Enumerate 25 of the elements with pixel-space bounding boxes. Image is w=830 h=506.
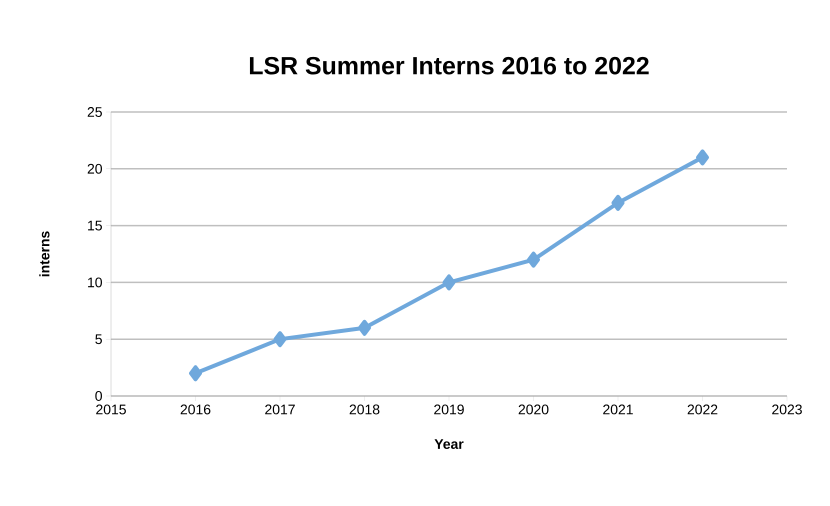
point (358, 320, 371, 336)
point (189, 365, 202, 382)
y-tick-label: 20 (88, 164, 102, 174)
y-tick-label: 10 (88, 277, 102, 288)
x-axis-title: Year (434, 439, 464, 449)
x-tick-label: 2015 (96, 404, 126, 414)
y-tick-label: 5 (95, 334, 102, 344)
y-tick-label: 25 (88, 107, 102, 117)
x-tick-label: 2021 (603, 404, 633, 414)
point (612, 194, 624, 211)
x-tick-label: 2022 (688, 404, 718, 414)
y-tick-label: 0 (95, 391, 102, 401)
point (274, 331, 286, 348)
x-tick-label: 2020 (518, 404, 548, 414)
chart-title: LSR Summer Interns 2016 to 2022 (250, 56, 649, 75)
x-tick-label: 2019 (434, 404, 464, 414)
point (696, 149, 709, 166)
y-axis-title: interns (39, 231, 50, 276)
x-tick-label: 2017 (265, 404, 295, 414)
x-tick-label: 2023 (772, 404, 802, 414)
x-tick-label: 2016 (180, 404, 210, 414)
point (442, 274, 456, 290)
point (527, 252, 540, 268)
x-tick-label: 2018 (350, 404, 380, 414)
y-tick-label: 15 (88, 220, 102, 230)
